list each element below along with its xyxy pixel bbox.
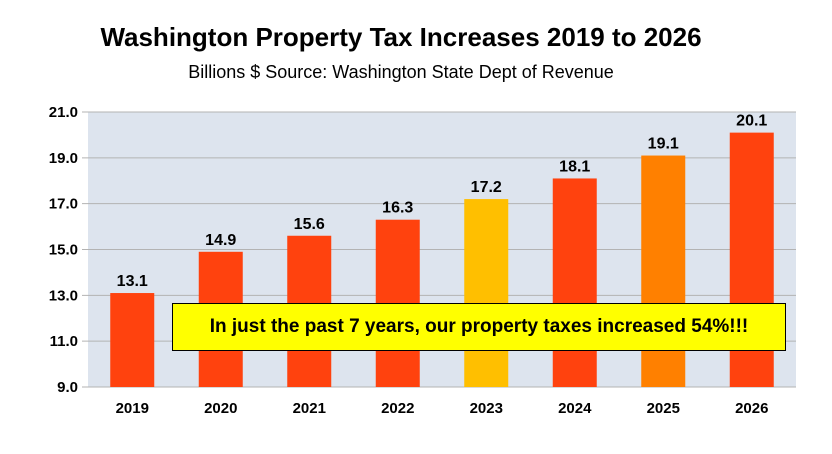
- x-tick-label-2020: 2020: [204, 400, 237, 417]
- bar-2019: [110, 293, 155, 387]
- annotation-callout: In just the past 7 years, our property t…: [172, 303, 786, 351]
- x-tick-label-2026: 2026: [735, 400, 768, 417]
- data-label-2022: 16.3: [382, 200, 413, 217]
- data-label-2020: 14.9: [205, 232, 236, 249]
- plot-area: 9.0 11.0 13.0 15.0 17.0 19.0 21.0 13.1 2019 14.9 2…: [49, 104, 796, 417]
- data-label-2019: 13.1: [117, 273, 148, 290]
- y-tick-label: 21.0: [49, 104, 78, 121]
- chart-title: Washington Property Tax Increases 2019 t…: [100, 22, 702, 52]
- x-tick-label-2023: 2023: [470, 400, 503, 417]
- x-tick-label-2024: 2024: [558, 400, 592, 417]
- y-tick-label: 19.0: [49, 150, 78, 167]
- y-tick-label: 9.0: [57, 379, 78, 396]
- bar-2023: [464, 199, 509, 387]
- x-tick-label-2019: 2019: [116, 400, 149, 417]
- y-tick-label: 11.0: [50, 333, 78, 350]
- bar-2024: [552, 178, 597, 387]
- data-label-2025: 19.1: [648, 136, 679, 153]
- data-label-2026: 20.1: [736, 113, 767, 130]
- x-tick-label-2021: 2021: [293, 400, 326, 417]
- bar-2025: [641, 155, 686, 387]
- data-label-2024: 18.1: [559, 158, 590, 175]
- data-label-2021: 15.6: [294, 216, 325, 233]
- y-tick-label: 15.0: [49, 242, 78, 259]
- y-tick-label: 17.0: [49, 196, 78, 213]
- x-tick-label-2022: 2022: [381, 400, 414, 417]
- data-label-2023: 17.2: [471, 179, 502, 196]
- y-tick-label: 13.0: [49, 287, 78, 304]
- chart-subtitle: Billions $ Source: Washington State Dept…: [188, 62, 614, 82]
- x-tick-label-2025: 2025: [647, 400, 680, 417]
